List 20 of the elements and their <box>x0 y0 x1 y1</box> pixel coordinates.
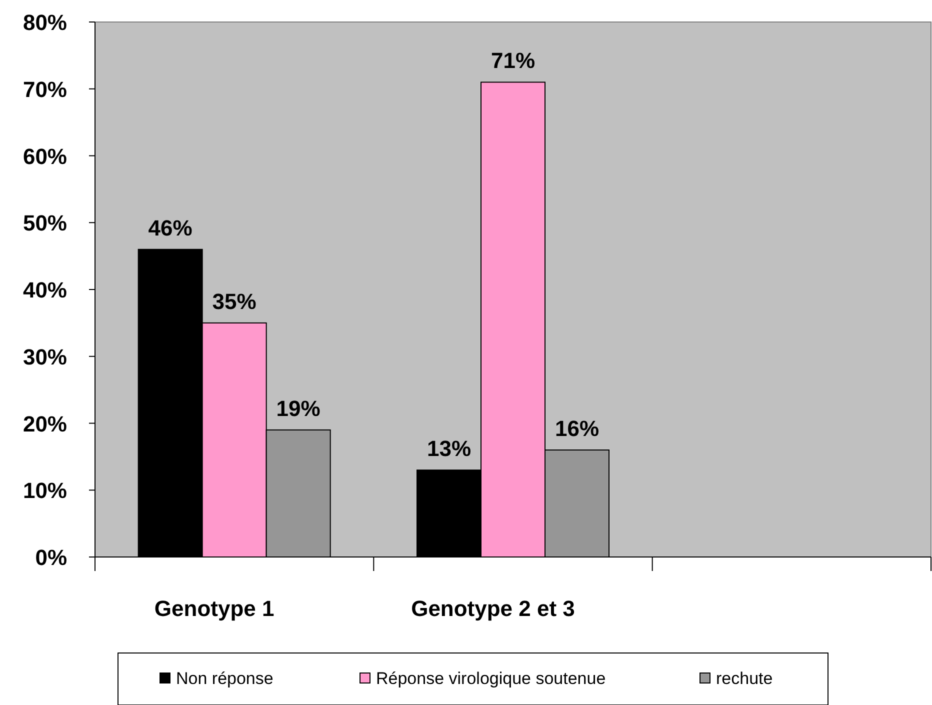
data-label: 16% <box>554 416 600 441</box>
y-tick-label: 30% <box>22 344 67 370</box>
data-label: 46% <box>148 215 192 240</box>
data-label: 35% <box>212 288 256 314</box>
legend-label: Réponse virologique soutenue <box>376 669 606 688</box>
y-tick-label: 40% <box>22 278 67 302</box>
y-tick-label: 60% <box>22 144 67 169</box>
y-tick-label: 50% <box>22 210 67 236</box>
x-tick-label: Genotype 1 <box>154 596 274 621</box>
data-label: 71% <box>490 48 536 74</box>
y-tick-label: 0% <box>35 545 67 570</box>
data-label: 13% <box>426 436 472 462</box>
legend-label: Non réponse <box>176 669 274 688</box>
y-tick-label: 10% <box>22 478 67 504</box>
y-tick-label: 80% <box>22 10 67 35</box>
data-label: 19% <box>276 396 320 421</box>
y-tick-label: 70% <box>22 76 67 102</box>
x-tick-label: Genotype 2 et 3 <box>411 596 575 621</box>
y-tick-label: 20% <box>22 411 67 436</box>
legend-label: rechute <box>716 669 773 688</box>
